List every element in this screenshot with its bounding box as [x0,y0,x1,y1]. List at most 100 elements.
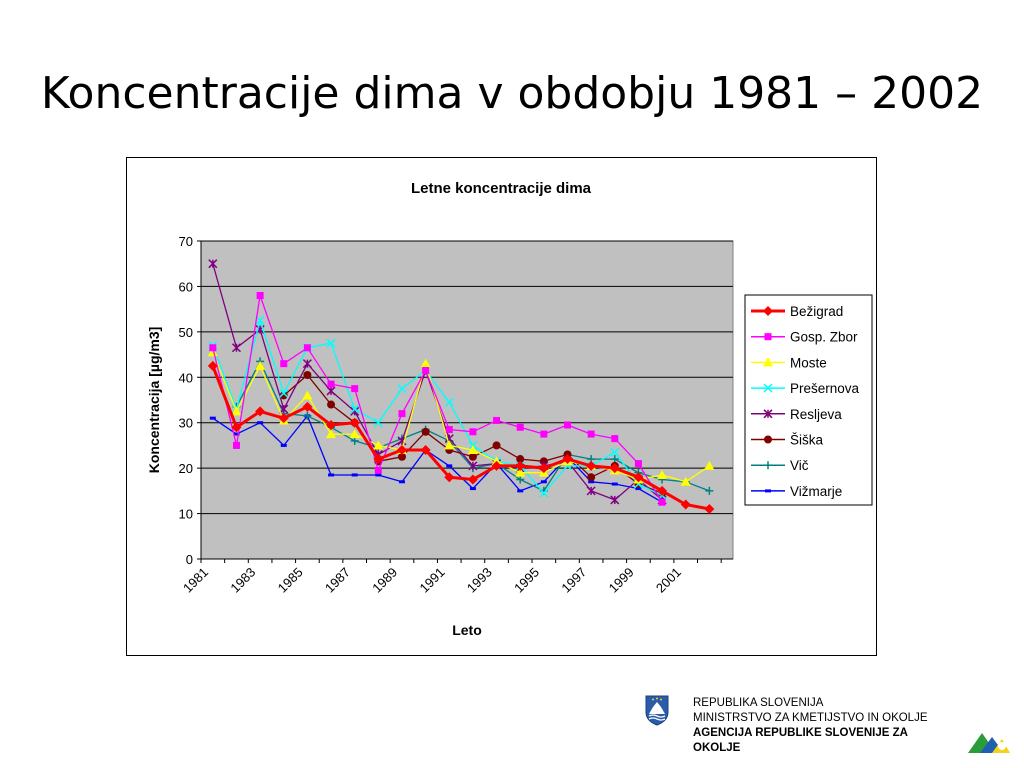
data-point [610,495,620,505]
data-point [680,499,691,510]
x-tick-label: 1993 [464,565,495,596]
x-tick-label: 1995 [511,565,542,596]
y-tick-label: 40 [179,370,193,385]
data-point [350,436,359,445]
data-point [444,440,455,450]
series-line [211,365,710,511]
line-chart: Letne koncentracije dima 0 10 20 30 40 50 60 70 1… [146,180,873,638]
data-point [611,435,619,443]
series-line [212,294,663,503]
chart-frame: Letne koncentracije dima 0 10 20 30 40 50 60 70 1… [126,157,877,656]
data-point [397,384,407,394]
series-Gosp. Zbor [209,292,666,506]
legend-entry: Prešernova [751,381,860,396]
data-point [658,498,666,506]
data-point [538,463,549,474]
marker-stroke [444,397,454,407]
footer-line-ministry: MINISTRSTVO ZA KMETIJSTVO IN OKOLJE [693,712,928,724]
x-tick-label: 2001 [653,565,684,596]
data-point [444,397,454,407]
y-tick-label: 70 [179,234,193,249]
data-point [397,452,406,461]
data-point [635,487,642,491]
data-point [467,444,478,454]
data-point [586,460,597,471]
data-point [279,404,289,414]
legend-label: Šiška [790,433,824,448]
data-point [278,413,289,424]
legend-marker [764,435,772,444]
data-point [492,441,501,450]
data-point [562,454,573,465]
x-tick-label: 1999 [606,565,637,596]
data-point [349,417,360,428]
x-tick-label: 1981 [180,565,211,596]
footer-line-agency: AGENCIJA REPUBLIKE SLOVENIJE ZA [693,727,908,739]
series-line [212,352,710,483]
data-point [422,366,430,374]
data-point [539,488,549,498]
data-point [256,292,264,300]
data-point [491,456,502,466]
data-point [351,385,359,393]
y-tick-label: 60 [179,279,193,294]
data-point [680,476,691,486]
legend-entry: Gosp. Zbor [751,330,858,345]
data-point [704,504,715,515]
data-point [420,444,431,455]
data-point [398,480,405,484]
data-point [280,360,288,368]
data-point [302,401,313,412]
marker-stroke [279,388,289,398]
data-point [633,472,644,483]
x-tick-label: 1983 [227,565,258,596]
marker-stroke [350,404,360,414]
marker-stroke [610,447,620,457]
data-point [515,467,526,477]
data-point [326,338,336,348]
data-point [446,464,453,468]
x-axis-label: Leto [452,622,482,638]
marker-stroke [763,383,773,393]
data-point [517,489,524,493]
footer-line-agency-cont: OKOLJE [693,742,741,754]
data-point [279,388,289,398]
marker-stroke [373,418,383,428]
legend-marker [763,306,773,316]
legend-label: Gosp. Zbor [790,330,858,345]
data-point [327,380,335,388]
x-tick-label: 1989 [369,565,400,596]
data-point [279,391,288,400]
data-point [493,416,501,424]
y-axis-label: Koncentracija [µg/m3] [146,327,162,474]
data-point [563,421,571,429]
y-tick-label: 20 [179,461,193,476]
data-point [375,473,382,477]
data-point [587,473,596,482]
data-point [303,344,311,352]
marker-stroke [255,315,265,326]
data-point [326,429,337,439]
data-point [207,347,218,357]
data-point [351,473,358,477]
data-point [704,460,715,470]
legend-marker [763,383,773,393]
data-point [257,421,264,425]
data-point [586,486,596,496]
legend-entry: Moste [751,355,827,370]
legend-marker [763,357,773,367]
data-point [209,416,216,420]
data-point [350,404,360,414]
data-point [634,460,642,468]
plot-area [200,240,734,560]
data-point [705,486,714,495]
data-point [349,429,360,439]
data-point [302,359,312,369]
x-tick-label: 1997 [558,565,589,596]
legend-entry: Šiška [751,433,824,448]
legend-marker [763,409,773,419]
slide-title: Koncentracije dima v obdobju 1981 – 2002 [40,68,984,119]
data-point [373,418,383,428]
data-point [255,315,265,326]
y-tick-label: 30 [179,416,193,431]
